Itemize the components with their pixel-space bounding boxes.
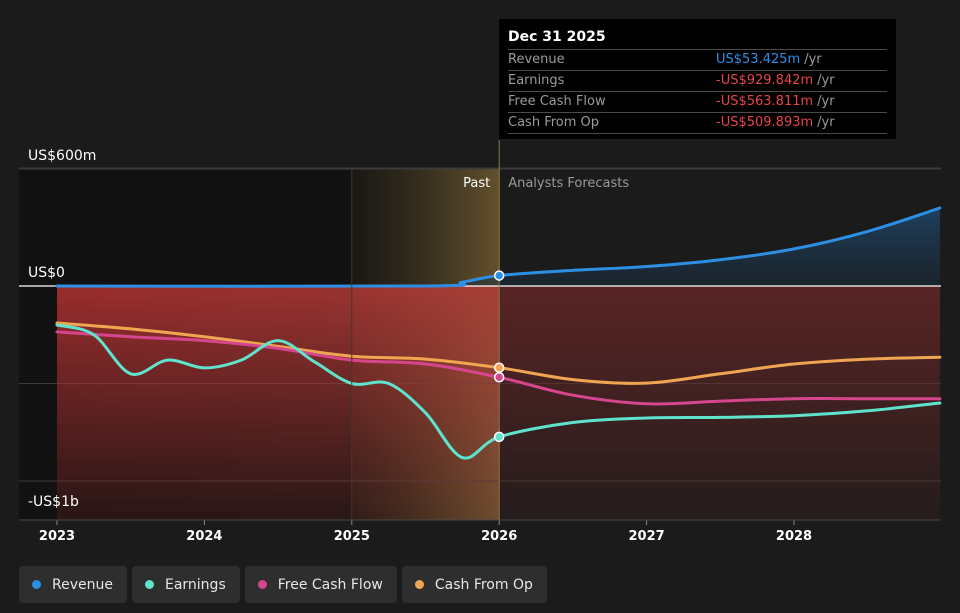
marker-earnings [493, 431, 505, 443]
tooltip-row-cash-from-op: Cash From Op -US$509.893m /yr [508, 112, 887, 134]
revenue-area [57, 208, 940, 287]
tooltip-date: Dec 31 2025 [508, 29, 606, 45]
x-tick-label: 2028 [776, 529, 812, 544]
tooltip-row-earnings: Earnings -US$929.842m /yr [508, 70, 887, 91]
past-label: Past [463, 176, 490, 191]
legend-dot-icon [32, 580, 41, 589]
legend-item-cash-from-op[interactable]: Cash From Op [401, 566, 547, 603]
past-negative-area [57, 286, 500, 520]
y-axis-label: US$0 [28, 265, 65, 281]
legend-dot-icon [257, 580, 267, 589]
tooltip-label: Earnings [508, 73, 565, 88]
tooltip-row-revenue: Revenue US$53.425m /yr [508, 49, 887, 70]
forecast-label: Analysts Forecasts [508, 176, 629, 191]
series-line-earnings [55, 323, 942, 460]
legend-label: Earnings [164, 576, 226, 593]
forecast-negative-area [499, 286, 940, 520]
marker-cash-from-op [493, 362, 505, 373]
legend-label: Cash From Op [434, 576, 533, 593]
x-tick-label: 2027 [629, 529, 665, 544]
tooltip-label: Free Cash Flow [508, 94, 606, 109]
tooltip-value: US$53.425m [716, 52, 801, 67]
marker-revenue [493, 270, 505, 281]
tooltip-value: -US$929.842m [716, 73, 814, 88]
legend-label: Revenue [52, 576, 113, 593]
marker-free-cash-flow [493, 372, 505, 383]
x-tick-label: 2023 [39, 529, 75, 544]
tooltip-label: Cash From Op [508, 115, 600, 130]
series-line-revenue [55, 206, 942, 288]
tooltip-unit: /yr [817, 94, 835, 109]
legend-item-earnings[interactable]: Earnings [131, 566, 240, 603]
data-tooltip: Dec 31 2025 Revenue US$53.425m /yr Earni… [499, 19, 896, 139]
chart-legend: Revenue Earnings Free Cash Flow Cash Fro… [19, 566, 547, 603]
tooltip-unit: /yr [817, 115, 835, 130]
legend-dot-icon [414, 580, 424, 589]
tooltip-value: -US$509.893m [716, 115, 814, 130]
y-axis-label: US$600m [28, 148, 96, 164]
tooltip-unit: /yr [804, 52, 822, 67]
legend-label: Free Cash Flow [277, 576, 383, 593]
legend-item-free-cash-flow[interactable]: Free Cash Flow [244, 566, 397, 603]
y-axis-label: -US$1b [28, 494, 79, 510]
x-tick-label: 2024 [186, 529, 222, 544]
legend-item-revenue[interactable]: Revenue [19, 566, 127, 603]
x-tick-label: 2025 [334, 529, 370, 544]
tooltip-value: -US$563.811m [716, 94, 814, 109]
x-tick-label: 2026 [481, 529, 517, 544]
legend-dot-icon [144, 580, 154, 589]
tooltip-row-free-cash-flow: Free Cash Flow -US$563.811m /yr [508, 91, 887, 112]
tooltip-unit: /yr [817, 73, 835, 88]
tooltip-label: Revenue [508, 52, 565, 67]
